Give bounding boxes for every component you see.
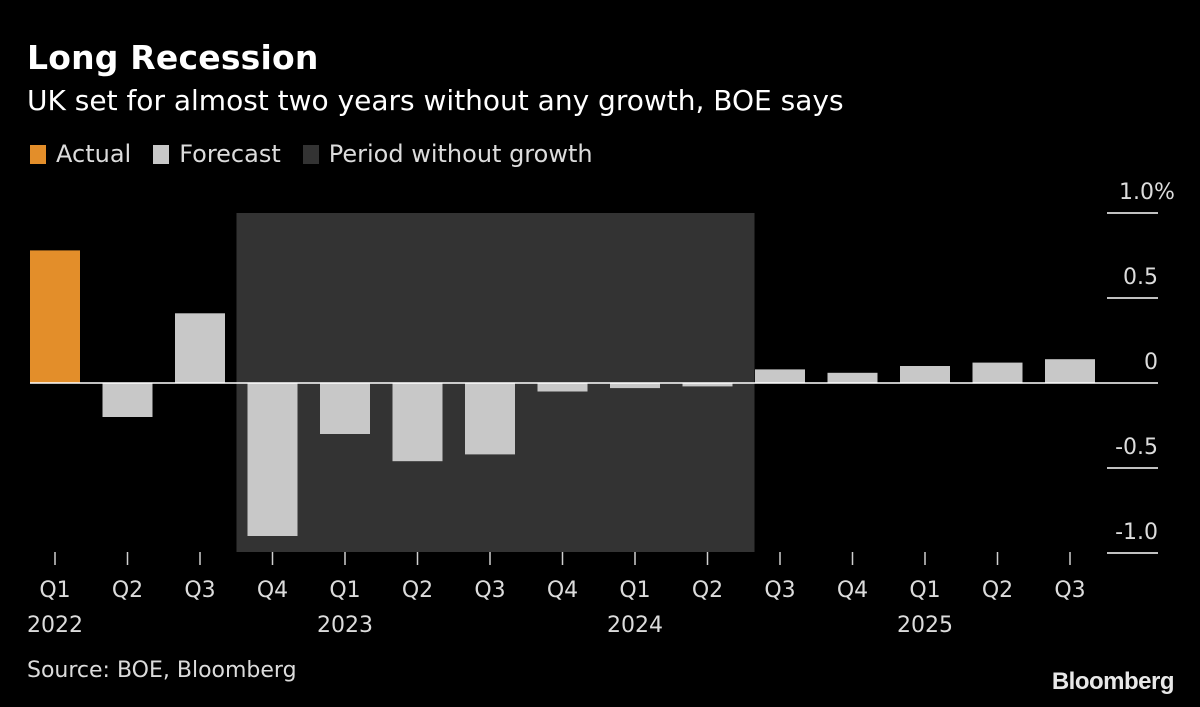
x-tick-label-6: Q3 — [474, 578, 505, 603]
x-tick-label-9: Q2 — [692, 578, 723, 603]
y-tick-label-3: -0.5 — [1115, 435, 1158, 460]
bar-12 — [900, 366, 950, 383]
year-label-2024: 2024 — [607, 613, 663, 638]
bar-7 — [537, 383, 588, 392]
legend-item-period: Period without growth — [302, 140, 593, 168]
chart-title: Long Recession — [27, 38, 319, 77]
y-tick-label-2: 0 — [1144, 350, 1158, 375]
bar-6 — [465, 383, 515, 455]
legend-swatch-forecast — [153, 144, 170, 164]
legend-label-period: Period without growth — [328, 140, 593, 168]
bar-13 — [972, 362, 1023, 383]
y-tick-label-4: -1.0 — [1115, 520, 1158, 545]
x-tick-label-12: Q1 — [909, 578, 940, 603]
x-tick-label-8: Q1 — [619, 578, 650, 603]
x-tick-label-1: Q2 — [112, 578, 143, 603]
year-label-2022: 2022 — [27, 613, 83, 638]
x-tick-label-2: Q3 — [184, 578, 215, 603]
legend-swatch-period — [302, 144, 319, 164]
bar-1 — [102, 383, 153, 417]
bar-9 — [682, 383, 733, 387]
bar-3 — [247, 383, 298, 536]
legend-item-forecast: Forecast — [153, 140, 281, 168]
x-tick-label-5: Q2 — [402, 578, 433, 603]
bar-4 — [320, 383, 370, 434]
x-tick-label-4: Q1 — [329, 578, 360, 603]
x-tick-label-11: Q4 — [837, 578, 868, 603]
x-tick-label-13: Q2 — [982, 578, 1013, 603]
legend-item-actual: Actual — [30, 140, 131, 168]
y-tick-label-1: 0.5 — [1123, 265, 1158, 290]
year-label-2025: 2025 — [897, 613, 953, 638]
bloomberg-logo: Bloomberg — [1051, 668, 1175, 695]
legend: Actual Forecast Period without growth — [30, 140, 615, 168]
x-tick-label-14: Q3 — [1054, 578, 1085, 603]
source-note: Source: BOE, Bloomberg — [27, 658, 297, 683]
bar-8 — [610, 383, 660, 389]
chart-subtitle: UK set for almost two years without any … — [27, 84, 844, 117]
x-tick-label-3: Q4 — [257, 578, 288, 603]
bar-14 — [1045, 359, 1095, 383]
year-label-2023: 2023 — [317, 613, 373, 638]
bar-2 — [175, 313, 225, 383]
legend-swatch-actual — [30, 144, 46, 164]
bar-0 — [30, 250, 80, 383]
x-tick-label-10: Q3 — [764, 578, 795, 603]
bar-5 — [392, 383, 443, 462]
bar-11 — [827, 372, 878, 383]
legend-label-actual: Actual — [56, 140, 132, 168]
y-tick-label-0: 1.0% — [1119, 180, 1175, 205]
legend-label-forecast: Forecast — [179, 140, 281, 168]
bar-10 — [755, 369, 805, 383]
x-tick-label-7: Q4 — [547, 578, 578, 603]
x-tick-label-0: Q1 — [39, 578, 70, 603]
